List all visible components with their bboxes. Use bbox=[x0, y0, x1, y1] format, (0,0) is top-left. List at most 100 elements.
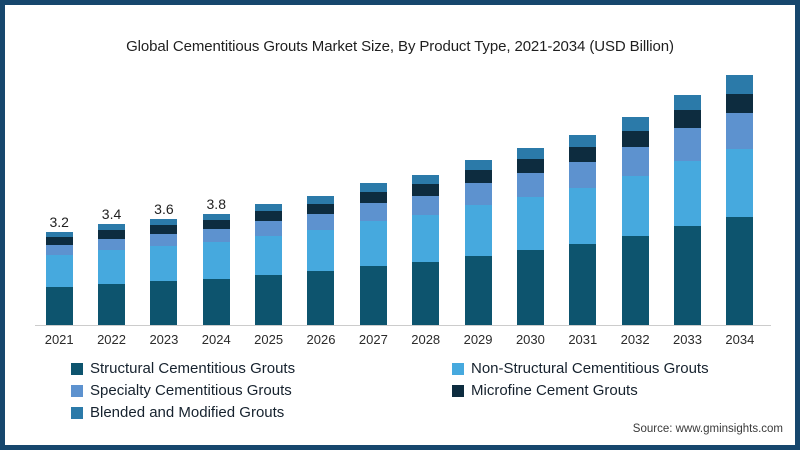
bar-segment bbox=[150, 234, 178, 246]
bar-segment bbox=[150, 225, 178, 234]
bar-segment bbox=[412, 262, 440, 325]
bar-column-2023: 3.6 bbox=[138, 70, 190, 325]
x-tick-label-2033: 2033 bbox=[673, 332, 702, 347]
bar-segment bbox=[150, 219, 178, 225]
legend-swatch-icon bbox=[452, 385, 464, 397]
bar-segment bbox=[202, 279, 230, 325]
x-tick-label-2032: 2032 bbox=[620, 332, 650, 347]
x-axis-line bbox=[35, 325, 771, 326]
bar-segment bbox=[412, 184, 440, 196]
legend-item: Blended and Modified Grouts bbox=[71, 405, 452, 421]
bar-segment bbox=[255, 236, 283, 275]
legend-item: Non-Structural Cementitious Grouts bbox=[452, 361, 709, 377]
stacked-bar-2024 bbox=[202, 214, 230, 325]
legend-label: Structural Cementitious Grouts bbox=[90, 360, 296, 377]
x-tick-label-2028: 2028 bbox=[411, 332, 441, 347]
legend-swatch-icon bbox=[71, 385, 83, 397]
bar-column-2027 bbox=[347, 70, 399, 325]
stacked-bar-2033 bbox=[673, 95, 701, 325]
bar-segment bbox=[98, 239, 126, 250]
bar-segment bbox=[726, 94, 754, 113]
bar-segment bbox=[569, 147, 597, 162]
legend-swatch-icon bbox=[452, 363, 464, 375]
bar-segment bbox=[255, 211, 283, 221]
bar-segment bbox=[621, 117, 649, 131]
legend-label: Microfine Cement Grouts bbox=[471, 382, 638, 399]
bar-column-2021: 3.2 bbox=[33, 70, 85, 325]
bar-segment bbox=[307, 204, 335, 214]
bar-segment bbox=[673, 110, 701, 128]
stacked-bar-2028 bbox=[412, 175, 440, 325]
stacked-bar-2032 bbox=[621, 117, 649, 325]
bar-segment bbox=[673, 95, 701, 110]
bar-segment bbox=[726, 149, 754, 217]
bar-segment bbox=[45, 255, 73, 287]
x-tick-label-2031: 2031 bbox=[568, 332, 598, 347]
bar-segment bbox=[45, 245, 73, 255]
bar-column-2033 bbox=[661, 70, 713, 325]
legend-swatch-icon bbox=[71, 407, 83, 419]
bar-segment bbox=[98, 230, 126, 239]
x-tick-label-2029: 2029 bbox=[463, 332, 493, 347]
bar-segment bbox=[673, 226, 701, 325]
bar-segment bbox=[673, 161, 701, 226]
bar-segment bbox=[202, 220, 230, 229]
bar-segment bbox=[98, 224, 126, 230]
bar-segment bbox=[98, 284, 126, 325]
bar-segment bbox=[202, 229, 230, 242]
bar-segment bbox=[726, 113, 754, 149]
bar-segment bbox=[516, 197, 544, 250]
x-axis-labels: 2021 2022 2023 2024 2025 2026 2027 2028 2029 2030… bbox=[33, 332, 766, 347]
bar-segment bbox=[45, 287, 73, 325]
bar-column-2022: 3.4 bbox=[85, 70, 137, 325]
bar-value-label-2023: 3.6 bbox=[154, 201, 174, 217]
bar-segment bbox=[516, 250, 544, 325]
bar-segment bbox=[307, 271, 335, 325]
bar-column-2025 bbox=[242, 70, 294, 325]
bar-value-label-2024: 3.8 bbox=[206, 196, 226, 212]
bar-segment bbox=[307, 214, 335, 230]
bar-column-2026 bbox=[295, 70, 347, 325]
bar-segment bbox=[307, 230, 335, 271]
x-tick-label-2027: 2027 bbox=[358, 332, 388, 347]
bar-segment bbox=[621, 131, 649, 147]
bar-segment bbox=[569, 135, 597, 147]
x-tick-label-2022: 2022 bbox=[97, 332, 126, 347]
bar-segment bbox=[516, 173, 544, 197]
bar-segment bbox=[45, 237, 73, 245]
bar-segment bbox=[255, 204, 283, 211]
stacked-bar-2034 bbox=[726, 75, 754, 325]
bar-segment bbox=[673, 128, 701, 161]
bar-segment bbox=[569, 188, 597, 244]
bar-segment bbox=[726, 217, 754, 325]
bar-segment bbox=[464, 170, 492, 183]
x-tick-label-2025: 2025 bbox=[254, 332, 284, 347]
x-tick-label-2034: 2034 bbox=[725, 332, 755, 347]
bar-segment bbox=[150, 281, 178, 325]
bar-segment bbox=[569, 244, 597, 325]
stacked-bar-2026 bbox=[307, 196, 335, 325]
plot-area: 3.2 3.4 3.6 3.8 bbox=[33, 70, 766, 325]
bar-segment bbox=[45, 232, 73, 237]
bar-segment bbox=[98, 250, 126, 284]
stacked-bar-2029 bbox=[464, 160, 492, 325]
bar-segment bbox=[464, 160, 492, 170]
x-tick-label-2026: 2026 bbox=[306, 332, 336, 347]
bar-segment bbox=[202, 242, 230, 279]
bar-segment bbox=[464, 183, 492, 205]
stacked-bar-2025 bbox=[255, 204, 283, 325]
bar-segment bbox=[359, 266, 387, 325]
x-tick-label-2030: 2030 bbox=[515, 332, 545, 347]
stacked-bar-2027 bbox=[359, 183, 387, 325]
legend-swatch-icon bbox=[71, 363, 83, 375]
bar-value-label-2022: 3.4 bbox=[101, 206, 122, 222]
bar-column-2034 bbox=[714, 70, 766, 325]
bar-column-2029 bbox=[452, 70, 504, 325]
legend-item: Microfine Cement Grouts bbox=[452, 383, 709, 399]
bar-segment bbox=[307, 196, 335, 204]
x-tick-label-2023: 2023 bbox=[149, 332, 179, 347]
x-tick-label-2024: 2024 bbox=[201, 332, 231, 347]
bar-segment bbox=[621, 147, 649, 176]
bar-column-2028 bbox=[400, 70, 452, 325]
